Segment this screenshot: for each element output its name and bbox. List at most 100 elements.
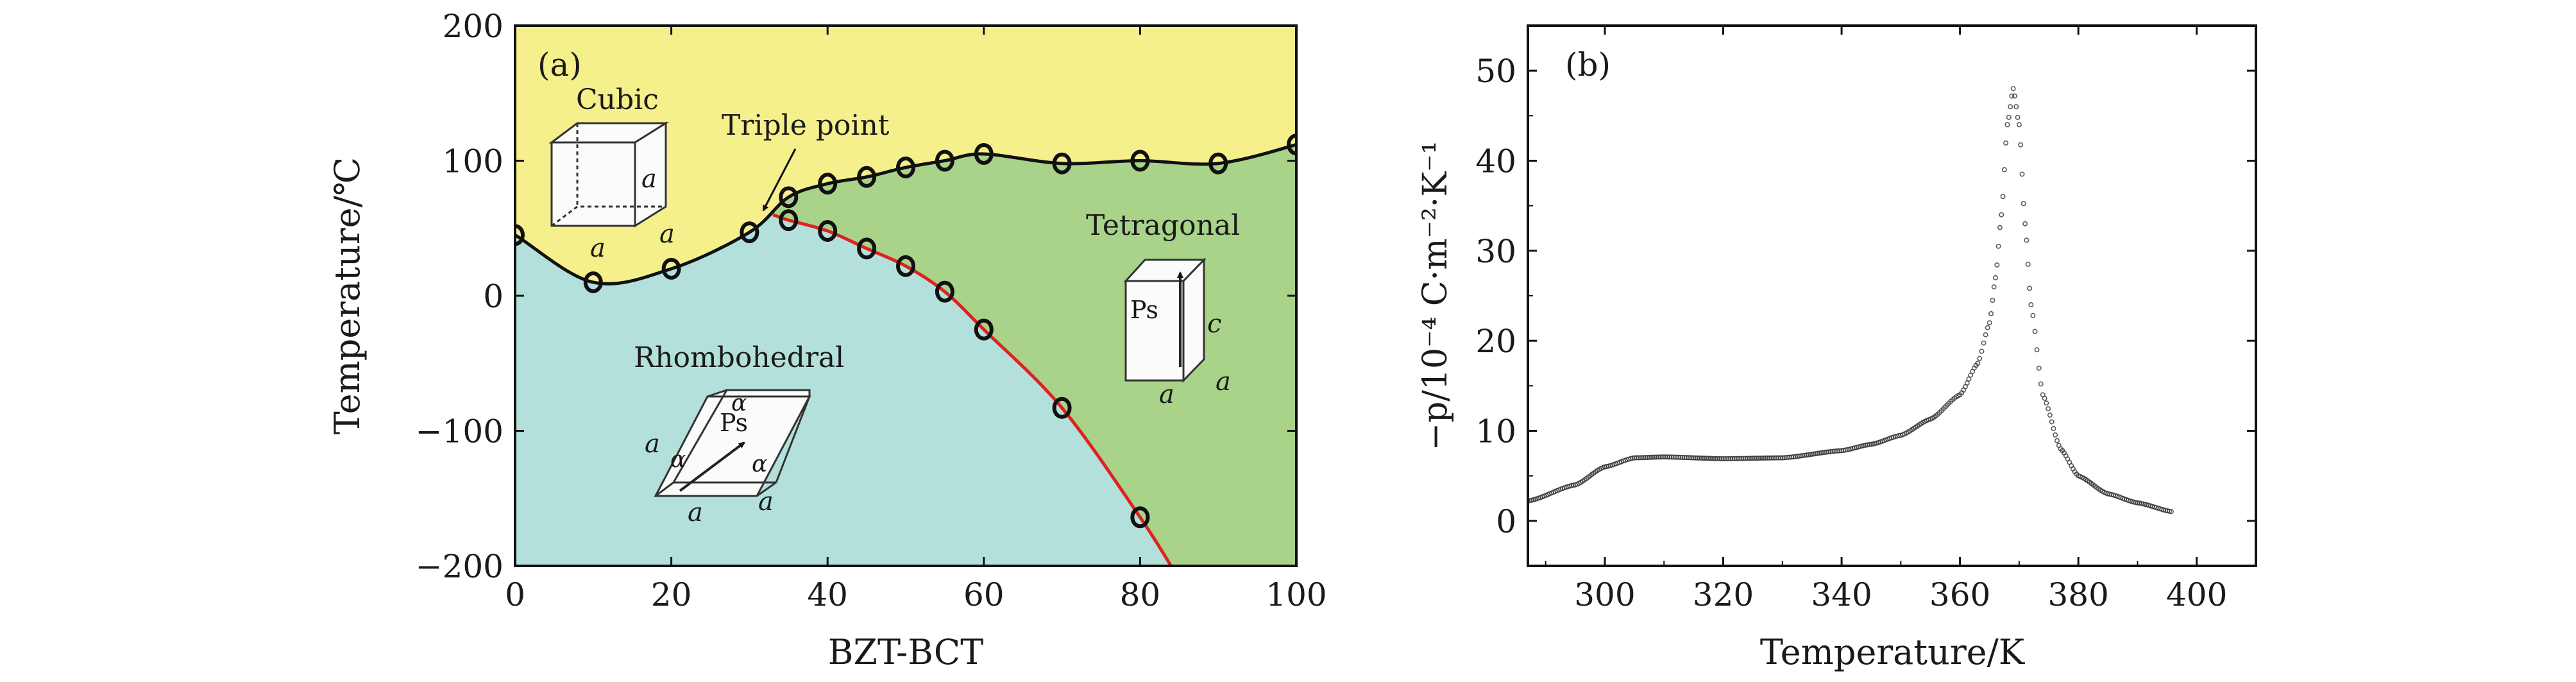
y-axis-title-a: Temperature/℃: [327, 157, 368, 434]
pyroelectric-panel: 300 320 340 360 380 400 0 10 20 30 40 50 (b) Temper…: [1416, 24, 2257, 672]
x-tick-label-a: 80: [1120, 576, 1161, 613]
x-tick-label-b: 380: [2047, 576, 2108, 613]
pyroelectric-data-point: [1964, 380, 1970, 386]
pyroelectric-data-point: [2021, 201, 2026, 207]
cubic-unit-cell-diagram: [548, 121, 670, 228]
x-tick-label-b: 320: [1693, 576, 1754, 613]
cubic-boundary-data-point: [1287, 133, 1296, 156]
y-tick-label-a: 0: [483, 278, 504, 315]
pyroelectric-data-point: [2022, 221, 2028, 226]
pyroelectric-data-point: [2042, 395, 2047, 401]
plot-frame-b: [1527, 24, 2257, 567]
pyroelectric-data-point: [1996, 243, 2001, 249]
pyroelectric-data-point: [2036, 365, 2042, 371]
pyroelectric-data-point: [2053, 432, 2058, 438]
y-tick-label-b: 0: [1496, 503, 1516, 540]
pyroelectric-data-point: [2025, 261, 2031, 267]
pyroelectric-data-point: [2051, 425, 2056, 431]
rhombohedral-alpha-label-right: α: [752, 451, 767, 477]
tetragonal-unit-cell-diagram: [1123, 257, 1207, 383]
rt-boundary-data-point: [779, 209, 799, 232]
pyroelectric-data-point: [1991, 284, 1997, 290]
cubic-boundary-data-point: [1052, 152, 1072, 175]
triple-point-arrow: [762, 148, 797, 212]
x-tick-label-a: 40: [807, 576, 848, 613]
pyroelectric-data-point: [2016, 122, 2022, 128]
cubic-edge-label-depth: a: [659, 219, 675, 249]
tetragonal-ps-label: Ps: [1130, 296, 1158, 324]
pyroelectric-data-point: [2032, 328, 2038, 334]
pyroelectric-data-point: [2012, 93, 2017, 99]
pyroelectric-data-point: [2027, 286, 2033, 291]
x-tick-label-a: 20: [651, 576, 692, 613]
pyroelectric-data-point: [2008, 104, 2013, 110]
cubic-label: Cubic: [576, 83, 659, 116]
rhombohedral-ps-label: Ps: [720, 409, 748, 437]
pyroelectric-data-point: [2003, 140, 2009, 146]
rhombohedral-unit-cell-diagram: [654, 389, 811, 497]
x-tick-label-b: 360: [1929, 576, 1990, 613]
x-tick-label-a: 0: [505, 576, 525, 613]
pyroelectric-data-point: [1994, 262, 2000, 268]
rt-boundary-data-point: [818, 219, 838, 242]
pyroelectric-data-point: [1990, 298, 1996, 303]
pyroelectric-data-point: [2018, 142, 2024, 148]
pyroelectric-data-point: [2000, 194, 2006, 200]
tetragonal-edge-label-c: c: [1207, 309, 1221, 339]
cubic-boundary-data-point: [779, 186, 799, 209]
pyroelectric-data-point: [1988, 311, 1994, 316]
pyroelectric-data-point: [2047, 413, 2053, 418]
cubic-edge-label-side: a: [641, 164, 657, 194]
cubic-boundary-data-point: [1208, 152, 1228, 175]
pyroelectric-data-point: [1992, 275, 1998, 280]
x-tick-label-b: 340: [1811, 576, 1872, 613]
x-axis-title-a: BZT-BCT: [828, 632, 984, 672]
cubic-boundary-data-point: [818, 173, 838, 195]
x-tick-label-a: 60: [963, 576, 1004, 613]
pyroelectric-data-point: [1979, 348, 1985, 354]
pyroelectric-data-point: [1987, 320, 1992, 326]
pyroelectric-data-point: [2044, 400, 2049, 406]
pyroelectric-data-point: [1966, 376, 1972, 382]
y-tick-label-b: 10: [1475, 413, 1516, 450]
rhombohedral-alpha-label-top: α: [731, 390, 747, 416]
pyroelectric-data-point: [2030, 312, 2036, 318]
rhombohedral-label: Rhombohedral: [634, 341, 844, 374]
y-tick-label-a: −100: [416, 413, 504, 450]
pyroelectric-data-point: [2019, 171, 2025, 177]
pyroelectric-data-point: [2034, 347, 2040, 353]
rhombohedral-alpha-label-left: α: [670, 447, 686, 473]
pyroelectric-data-point: [2015, 114, 2021, 120]
pyroelectric-data-point: [2006, 114, 2012, 120]
y-axis-title-b: −p/10⁻⁴ C·m⁻²·K⁻¹: [1416, 141, 1455, 451]
pyroelectric-data-point: [1975, 361, 1981, 366]
pyroelectric-data-point: [1997, 225, 2003, 230]
pyroelectric-data-point: [1985, 325, 1990, 330]
cubic-boundary-data-point: [1130, 149, 1150, 172]
panel-label-b: (b): [1565, 46, 1611, 83]
cubic-edge-label-bottom: a: [590, 234, 606, 263]
x-tick-label-b: 400: [2166, 576, 2227, 613]
rt-boundary-data-point: [1052, 396, 1072, 419]
cubic-phase-boundary-curve: [515, 142, 1296, 286]
x-tick-label-b: 300: [1574, 576, 1635, 613]
cubic-boundary-data-point: [935, 149, 954, 172]
pyroelectric-data-point: [2049, 419, 2055, 425]
y-tick-label-b: 50: [1475, 53, 1516, 90]
pyroelectric-data-point: [2024, 237, 2029, 243]
cubic-boundary-data-point: [974, 142, 994, 165]
rt-boundary-data-point: [857, 237, 877, 260]
pyroelectric-data-point: [2046, 406, 2051, 412]
cubic-boundary-data-point: [661, 257, 681, 280]
x-axis-title-b: Temperature/K: [1760, 632, 2026, 672]
pyroelectric-data-point: [2013, 104, 2019, 110]
cubic-region: [515, 26, 1296, 284]
pyroelectric-data-point: [1977, 355, 1983, 361]
tetragonal-edge-label-a1: a: [1159, 380, 1174, 409]
pyroelectric-data-point: [2028, 302, 2034, 308]
x-tick-label-a: 100: [1266, 576, 1326, 613]
y-tick-label-b: 40: [1475, 143, 1516, 180]
pyroelectric-data-point: [2010, 86, 2016, 92]
